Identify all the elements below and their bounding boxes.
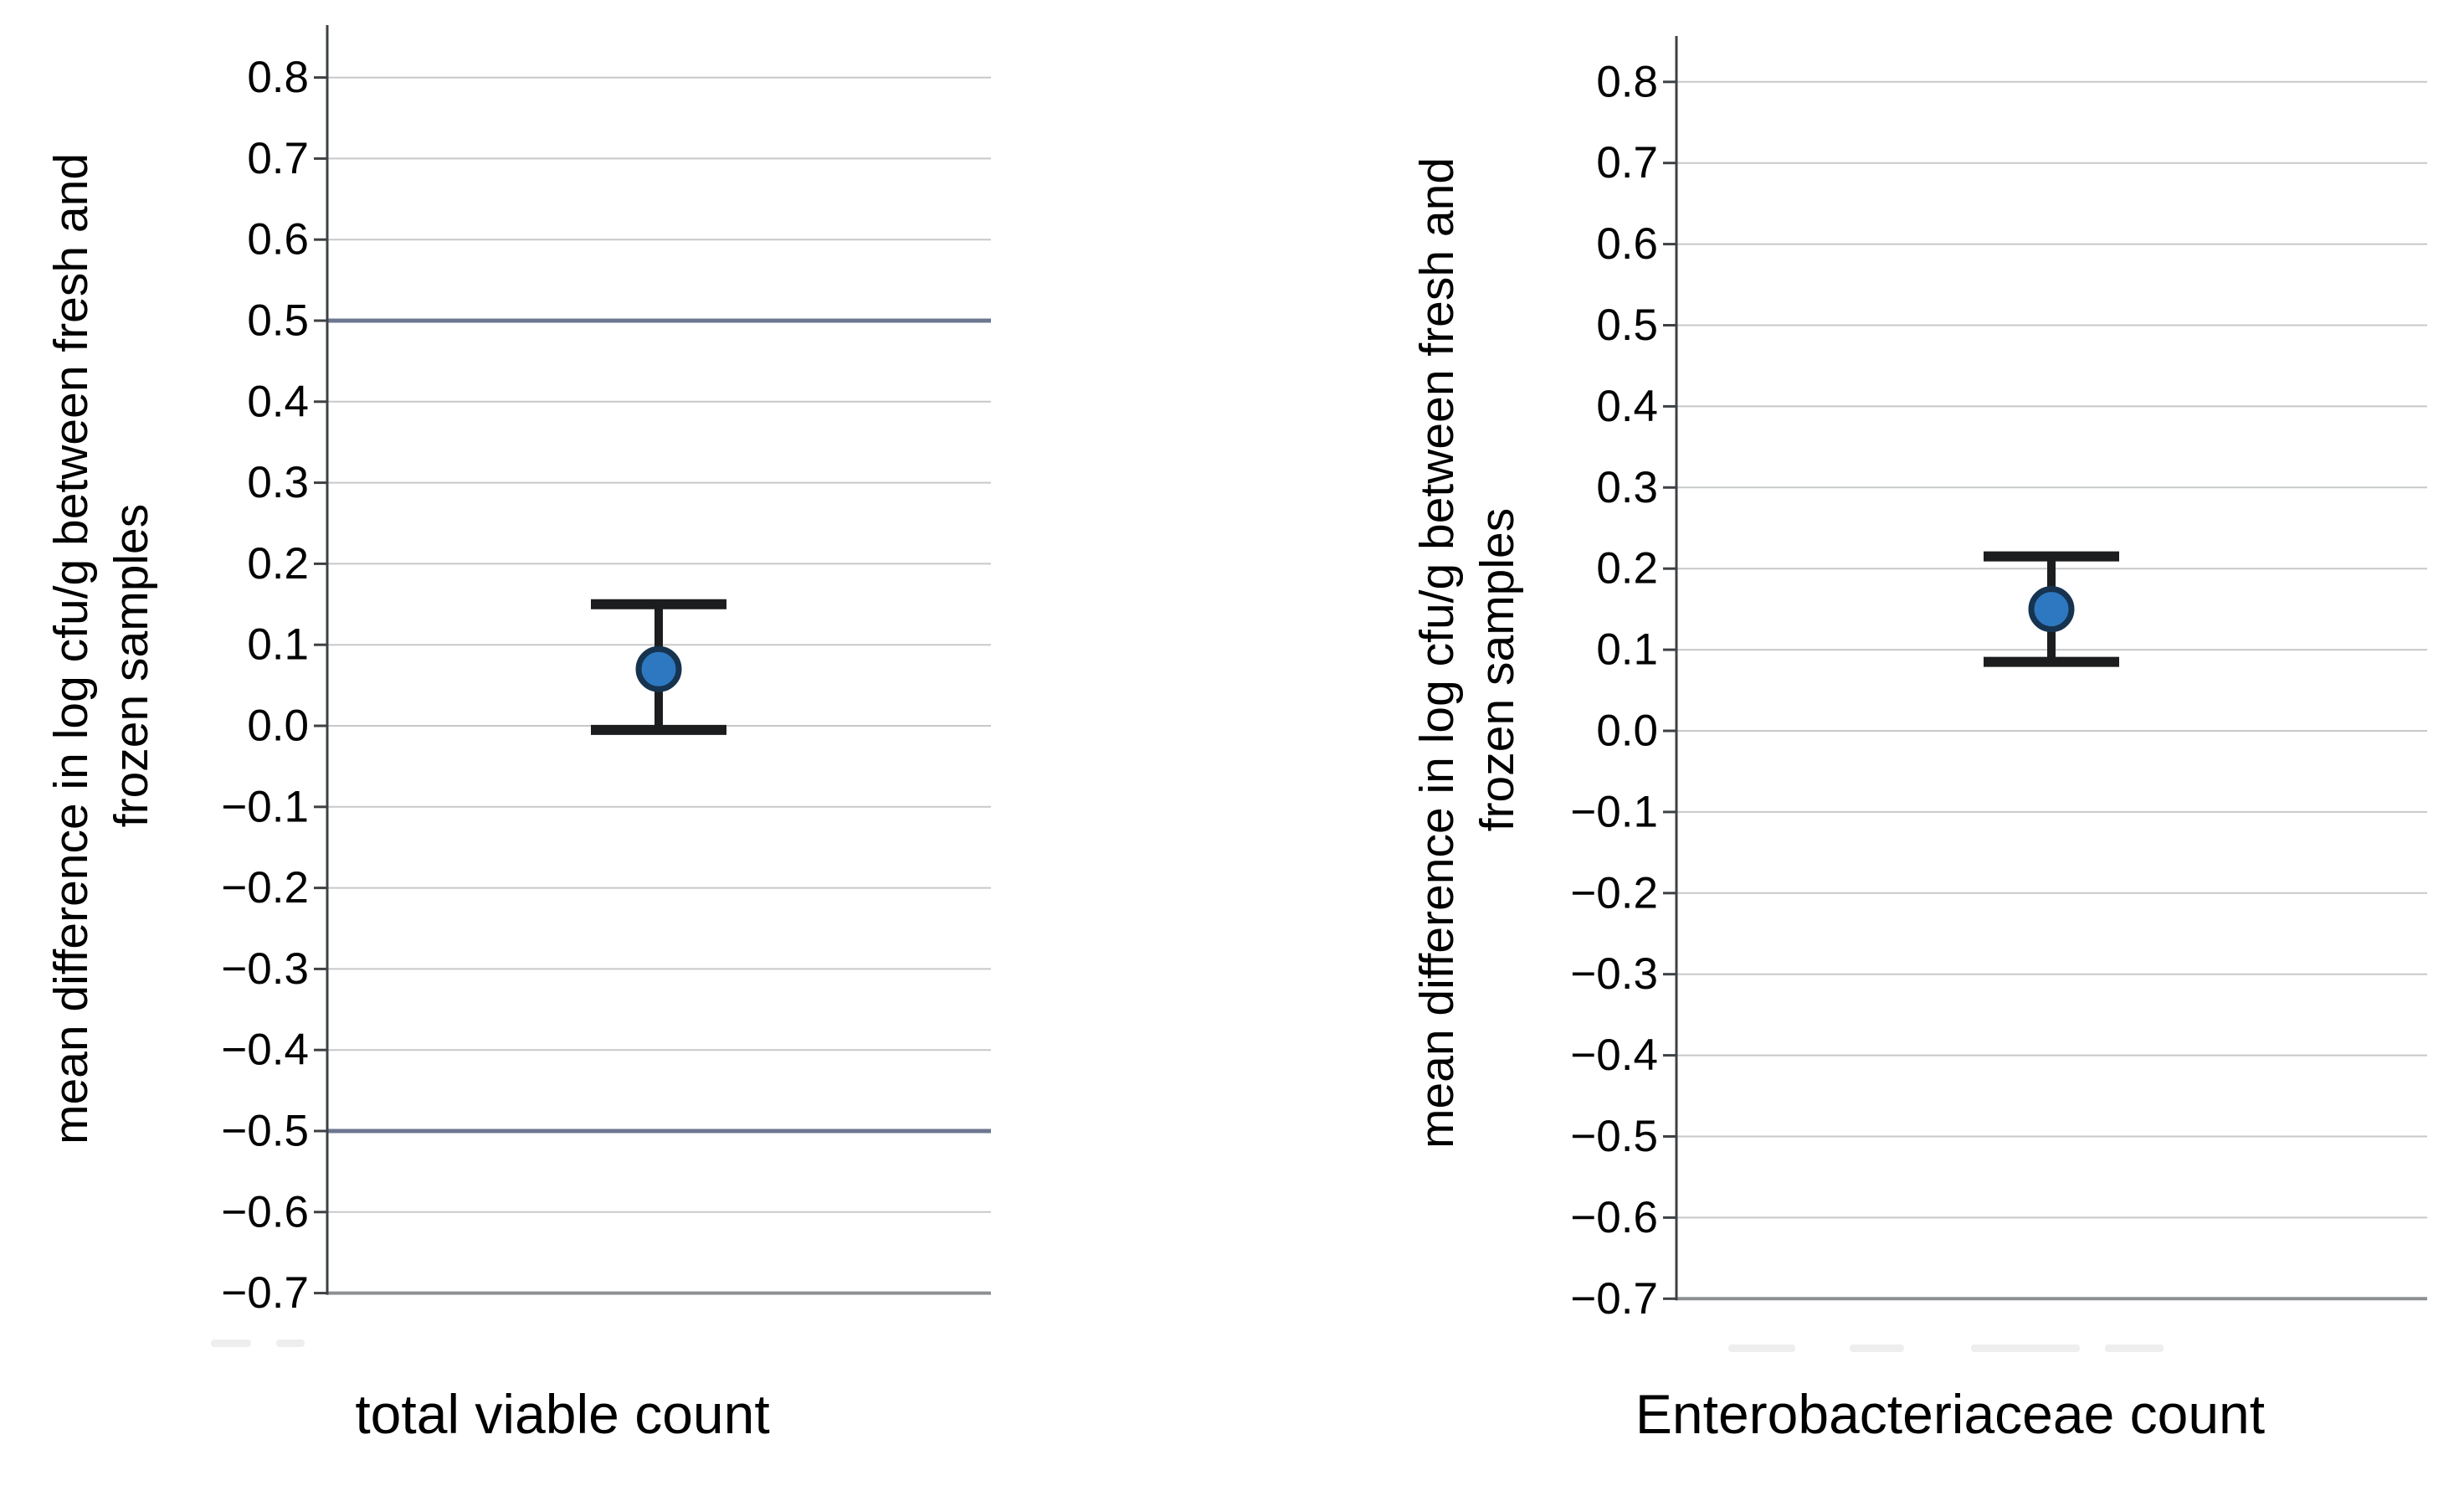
y-tick-label: 0.5 — [247, 296, 309, 346]
y-axis-title-line2: frozen samples — [105, 504, 158, 828]
y-tick-label: −0.2 — [1570, 868, 1658, 918]
ghost-artifact-mark — [1728, 1344, 1795, 1352]
y-axis-title-line1: mean difference in log cfu/g between fre… — [44, 153, 98, 1144]
x-axis-category-label: Enterobacteriaceae count — [1635, 1383, 2265, 1445]
y-tick-label: 0.3 — [247, 458, 309, 507]
y-tick-label: 0.4 — [1596, 382, 1658, 431]
y-tick-label: −0.7 — [1570, 1274, 1658, 1324]
y-tick-label: 0.4 — [247, 377, 309, 426]
y-tick-label: 0.1 — [247, 620, 309, 670]
y-tick-label: 0.3 — [1596, 463, 1658, 512]
y-tick-label: −0.7 — [221, 1268, 309, 1318]
y-tick-label: 0.0 — [247, 702, 309, 751]
y-tick-label: 0.6 — [247, 215, 309, 265]
ghost-artifact-mark — [211, 1339, 251, 1347]
ghost-artifact-mark — [1850, 1344, 1904, 1352]
mean-point-marker — [635, 645, 682, 692]
ghost-artifact-mark — [276, 1339, 305, 1347]
y-tick-label: −0.6 — [1570, 1193, 1658, 1242]
y-tick-label: 0.1 — [1596, 625, 1658, 675]
chart-total-viable-count: 0.8 0.7 0.6 0.5 0.4 0.3 0.2 0.1 0.0 −0.1 −0.2 −0.3 −… — [44, 25, 991, 1445]
y-tick-label: 0.0 — [1596, 707, 1658, 756]
y-tick-label: 0.7 — [247, 134, 309, 183]
y-tick-label: 0.5 — [1596, 301, 1658, 350]
y-tick-label: −0.3 — [1570, 949, 1658, 999]
x-axis-category-label: total viable count — [355, 1383, 769, 1445]
chart-enterobacteriaceae-count: 0.8 0.7 0.6 0.5 0.4 0.3 0.2 0.1 0.0 −0.1 −0.2 −0.3 −… — [1410, 36, 2427, 1445]
y-tick-label: −0.3 — [221, 944, 309, 994]
y-axis-title-line1: mean difference in log cfu/g between fre… — [1410, 157, 1464, 1149]
ghost-artifact-mark — [2105, 1344, 2164, 1352]
y-tick-label: −0.6 — [221, 1187, 309, 1237]
y-tick-label: −0.5 — [221, 1107, 309, 1156]
ghost-artifact-mark — [1971, 1344, 2080, 1352]
y-tick-label: 0.6 — [1596, 219, 1658, 269]
y-tick-label: −0.1 — [1570, 787, 1658, 836]
y-tick-label: −0.2 — [221, 863, 309, 913]
mean-point-marker — [2028, 586, 2075, 633]
y-tick-label: −0.1 — [221, 782, 309, 831]
y-tick-label: −0.4 — [221, 1026, 309, 1075]
y-tick-label: 0.8 — [247, 53, 309, 102]
y-tick-label: 0.8 — [1596, 57, 1658, 106]
y-tick-label: 0.7 — [1596, 138, 1658, 188]
y-tick-label: −0.4 — [1570, 1031, 1658, 1080]
y-tick-label: 0.2 — [1596, 544, 1658, 594]
y-axis-title-line2: frozen samples — [1471, 508, 1524, 832]
y-tick-label: −0.5 — [1570, 1112, 1658, 1161]
y-tick-label: 0.2 — [247, 539, 309, 589]
